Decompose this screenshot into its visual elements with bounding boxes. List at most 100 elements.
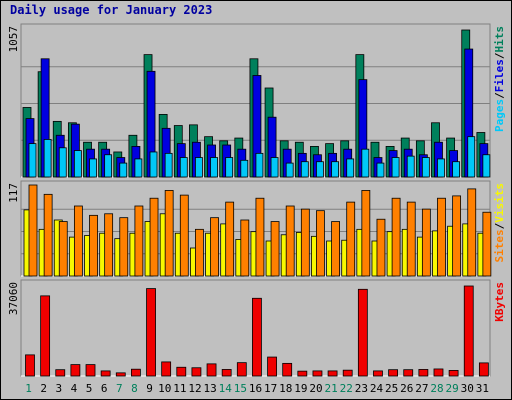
x-tick-label: 25 bbox=[385, 382, 398, 395]
kbytes-bar bbox=[221, 369, 232, 377]
x-tick-label: 4 bbox=[71, 382, 78, 395]
pages-bar bbox=[240, 159, 249, 178]
kbytes-bar bbox=[267, 356, 277, 377]
sites-bar bbox=[119, 217, 129, 277]
sites-bar bbox=[89, 214, 98, 277]
pages-bar bbox=[391, 157, 400, 178]
sites-bar bbox=[467, 188, 477, 277]
sites-bar bbox=[195, 228, 204, 277]
sites-bar bbox=[316, 210, 325, 277]
kbytes-bar bbox=[115, 372, 126, 377]
x-tick-label: 22 bbox=[340, 382, 353, 395]
kbytes-bar bbox=[357, 288, 368, 377]
kbytes-bar bbox=[25, 354, 35, 377]
legend-entry: KBytes bbox=[493, 282, 506, 322]
kbytes-bar bbox=[448, 370, 459, 377]
x-tick-label: 27 bbox=[415, 382, 428, 395]
x-tick-label: 13 bbox=[203, 382, 216, 395]
kbytes-bar bbox=[236, 362, 247, 377]
sites-bar bbox=[58, 221, 68, 277]
sites-bar bbox=[361, 190, 371, 277]
kbytes-bar bbox=[40, 295, 51, 377]
pages-bar bbox=[331, 161, 339, 178]
kbytes-bar bbox=[297, 370, 308, 377]
sites-bar bbox=[452, 195, 462, 277]
pages-bar bbox=[179, 157, 188, 178]
kbytes-bar bbox=[100, 370, 111, 377]
sites-bar bbox=[104, 213, 114, 277]
pages-bar bbox=[452, 161, 461, 178]
x-tick-label: 5 bbox=[86, 382, 93, 395]
x-tick-label: 11 bbox=[173, 382, 186, 395]
sites-bar bbox=[210, 217, 219, 277]
x-tick-label: 15 bbox=[234, 382, 247, 395]
pages-bar bbox=[58, 147, 67, 178]
sites-bar bbox=[346, 201, 356, 277]
pages-bar bbox=[195, 157, 203, 178]
pages-bar bbox=[255, 152, 264, 178]
sites-bar bbox=[331, 221, 340, 277]
sites-bar bbox=[43, 193, 53, 277]
pages-bar bbox=[104, 154, 113, 178]
pages-bar bbox=[437, 158, 445, 178]
pages-bar bbox=[134, 158, 143, 178]
legend-entry: Visits bbox=[493, 183, 506, 223]
x-tick-label: 17 bbox=[264, 382, 277, 395]
sites-bar bbox=[240, 219, 250, 277]
kbytes-bar bbox=[433, 368, 444, 377]
y-axis-max-label: 37060 bbox=[7, 282, 20, 315]
x-tick-label: 30 bbox=[461, 382, 474, 395]
x-tick-label: 10 bbox=[158, 382, 171, 395]
sites-bar bbox=[28, 184, 38, 277]
sites-bar bbox=[255, 197, 265, 277]
x-tick-label: 7 bbox=[116, 382, 123, 395]
x-tick-label: 6 bbox=[101, 382, 108, 395]
x-tick-label: 24 bbox=[370, 382, 384, 395]
kbytes-bar bbox=[373, 370, 383, 377]
x-tick-label: 31 bbox=[476, 382, 489, 395]
pages-bar bbox=[467, 136, 476, 178]
sites-bar bbox=[406, 201, 416, 277]
pages-bar bbox=[149, 151, 158, 178]
kbytes-bar bbox=[403, 369, 414, 377]
legend-entry: / bbox=[493, 92, 506, 99]
kbytes-bar bbox=[70, 364, 81, 377]
kbytes-bar bbox=[85, 364, 96, 377]
kbytes-bar bbox=[388, 369, 398, 377]
pages-bar bbox=[316, 161, 324, 178]
kbytes-bar bbox=[191, 367, 202, 377]
sites-bar bbox=[270, 221, 280, 277]
kbytes-bar bbox=[418, 369, 429, 377]
kbytes-bar bbox=[146, 288, 156, 377]
pages-bar bbox=[406, 155, 415, 178]
legend-entry: Sites bbox=[493, 229, 506, 262]
sites-bar bbox=[179, 194, 189, 277]
kbytes-bar bbox=[478, 362, 489, 377]
x-tick-label: 3 bbox=[56, 382, 63, 395]
pages-bar bbox=[210, 157, 218, 178]
x-tick-label: 23 bbox=[355, 382, 368, 395]
sites-bar bbox=[391, 197, 401, 277]
pages-bar bbox=[89, 158, 97, 178]
x-tick-label: 18 bbox=[279, 382, 292, 395]
pages-bar bbox=[43, 139, 52, 178]
sites-bar bbox=[285, 205, 295, 277]
pages-bar bbox=[225, 157, 234, 178]
sites-bar bbox=[164, 190, 174, 277]
pages-bar bbox=[73, 150, 82, 178]
x-tick-label: 16 bbox=[249, 382, 262, 395]
pages-bar bbox=[270, 157, 279, 178]
pages-bar bbox=[300, 161, 309, 178]
kbytes-bar bbox=[176, 366, 187, 377]
legend-entry: / bbox=[493, 52, 506, 59]
kbytes-bar bbox=[312, 370, 323, 377]
sites-bar bbox=[376, 218, 386, 277]
sites-bar bbox=[134, 205, 144, 277]
x-tick-label: 19 bbox=[294, 382, 307, 395]
legend-entry: Pages bbox=[493, 99, 506, 132]
pages-bar bbox=[119, 162, 128, 178]
x-tick-label: 28 bbox=[430, 382, 443, 395]
sites-bar bbox=[149, 197, 159, 277]
kbytes-bar bbox=[282, 362, 293, 377]
